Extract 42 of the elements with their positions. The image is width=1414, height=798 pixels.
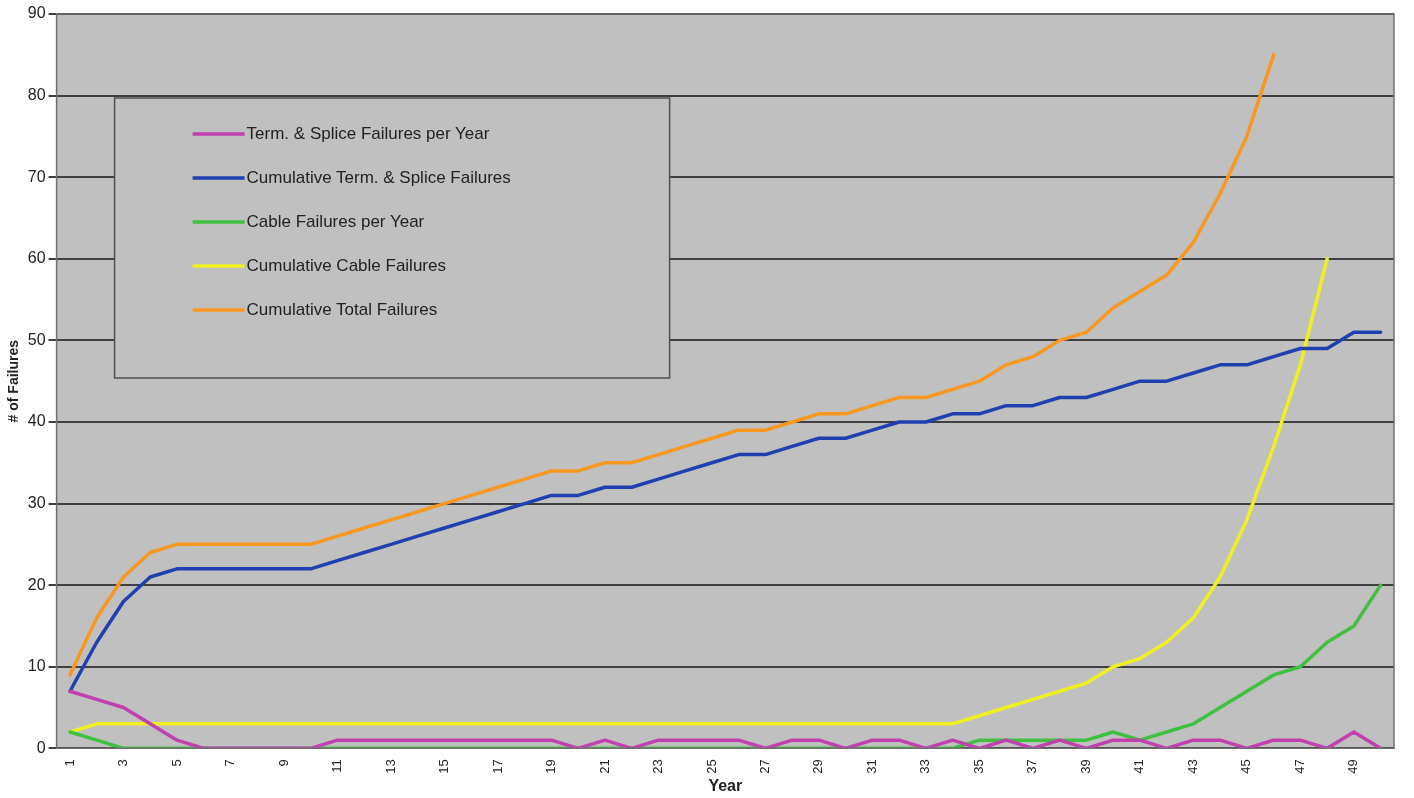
x-tick-label: 47 <box>1291 759 1307 774</box>
legend-label: Cumulative Term. & Splice Failures <box>246 167 511 187</box>
x-tick-label: 1 <box>61 759 77 767</box>
x-tick-label: 17 <box>489 759 505 774</box>
x-tick-label: 43 <box>1184 759 1200 774</box>
y-tick-label: 40 <box>27 412 46 430</box>
x-tick-label: 31 <box>863 759 879 774</box>
x-tick-label: 29 <box>810 759 826 774</box>
x-tick-label: 35 <box>970 759 986 774</box>
x-tick-label: 3 <box>115 759 131 767</box>
x-tick-label: 23 <box>650 759 666 774</box>
y-tick-label: 70 <box>27 167 46 185</box>
y-axis-title: # of Failures <box>5 339 22 423</box>
x-tick-label: 37 <box>1024 759 1040 774</box>
x-tick-label: 5 <box>168 759 184 767</box>
x-tick-label: 39 <box>1077 759 1093 774</box>
y-tick-label: 60 <box>27 249 46 267</box>
y-tick-label: 30 <box>27 493 46 511</box>
legend-label: Cumulative Total Failures <box>246 299 438 319</box>
x-tick-label: 33 <box>917 759 933 774</box>
y-tick-label: 20 <box>27 575 46 593</box>
y-tick-label: 90 <box>27 4 46 22</box>
y-tick-label: 50 <box>27 330 46 348</box>
x-tick-label: 25 <box>703 759 719 774</box>
x-tick-label: 15 <box>436 759 452 774</box>
x-tick-label: 19 <box>543 759 559 774</box>
legend-label: Term. & Splice Failures per Year <box>246 123 490 143</box>
x-tick-label: 45 <box>1238 759 1254 774</box>
legend-label: Cumulative Cable Failures <box>246 255 446 275</box>
x-tick-label: 21 <box>596 759 612 774</box>
y-tick-label: 10 <box>27 657 46 675</box>
x-tick-label: 49 <box>1345 759 1361 774</box>
y-tick-label: 80 <box>27 86 46 103</box>
y-tick-label: 0 <box>36 738 46 756</box>
x-tick-label: 13 <box>382 759 398 774</box>
x-tick-label: 27 <box>757 759 772 774</box>
x-tick-label: 9 <box>275 759 291 767</box>
x-tick-label: 11 <box>329 759 345 773</box>
x-axis-title: Year <box>708 776 743 794</box>
x-tick-label: 41 <box>1131 759 1147 774</box>
x-tick-label: 7 <box>222 759 238 767</box>
legend-label: Cable Failures per Year <box>246 211 425 231</box>
